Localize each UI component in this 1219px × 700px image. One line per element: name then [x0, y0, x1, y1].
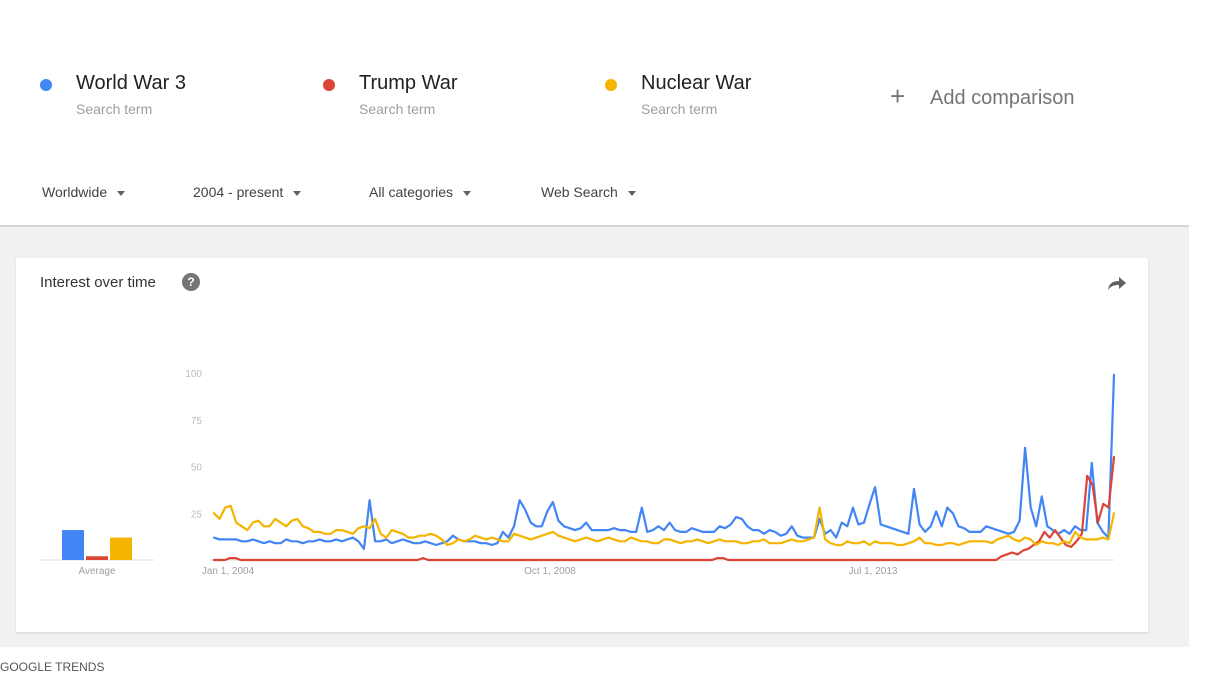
question-icon[interactable]: ? [182, 273, 200, 291]
series-color-dot [605, 79, 617, 91]
average-label: Average [78, 566, 116, 577]
x-tick-label: Jan 1, 2004 [202, 566, 255, 577]
term-name: World War 3 [76, 72, 187, 94]
dropdown-caret-icon [463, 190, 472, 196]
y-tick-label: 100 [185, 369, 202, 380]
dropdown-caret-icon [627, 190, 636, 196]
term-name: Trump War [359, 72, 458, 94]
interest-chart: 100 75 50 25 Jan 1, 2004 Oct 1, 2008 Jul 1, 2… [40, 369, 1116, 577]
average-bar [86, 556, 108, 560]
footer-source: GOOGLE TRENDS [0, 660, 105, 674]
series-color-dot [323, 79, 335, 91]
category-label: All categories [369, 184, 454, 200]
x-tick-label: Jul 1, 2013 [849, 566, 898, 577]
filter-bar: Worldwide 2004 - present All categories … [0, 180, 1189, 208]
y-tick-label: 75 [191, 416, 203, 427]
x-tick-label: Oct 1, 2008 [524, 566, 576, 577]
search-type-label: Web Search [541, 184, 618, 200]
search-type-dropdown[interactable]: Web Search [541, 184, 636, 200]
series-line [212, 373, 1116, 550]
share-icon[interactable] [1106, 273, 1128, 293]
series-color-dot [40, 79, 52, 91]
header-divider [0, 225, 1189, 227]
add-comparison-label: Add comparison [930, 87, 1075, 109]
series-line [212, 456, 1116, 562]
card-title: Interest over time [40, 274, 156, 291]
term-subtitle: Search term [359, 101, 436, 117]
term-name: Nuclear War [641, 72, 752, 94]
series-line [212, 504, 1116, 547]
search-terms: World War 3 Search term Trump War Search… [0, 30, 1189, 160]
average-bar [110, 537, 132, 560]
y-tick-label: 50 [191, 463, 203, 474]
interest-over-time-card: Interest over time ? 100 75 50 25 Jan 1, 20… [16, 258, 1148, 632]
term-subtitle: Search term [76, 101, 153, 117]
y-tick-label: 25 [191, 509, 203, 520]
region-label: Worldwide [42, 184, 108, 200]
term-subtitle: Search term [641, 101, 718, 117]
time-range-label: 2004 - present [193, 184, 284, 200]
category-dropdown[interactable]: All categories [369, 184, 472, 200]
region-dropdown[interactable]: Worldwide [42, 184, 126, 200]
time-range-dropdown[interactable]: 2004 - present [193, 184, 302, 200]
header: World War 3 Search term Trump War Search… [0, 0, 1189, 226]
plus-icon: + [890, 81, 906, 111]
dropdown-caret-icon [117, 190, 126, 196]
average-bar [62, 530, 84, 560]
dropdown-caret-icon [293, 190, 302, 196]
